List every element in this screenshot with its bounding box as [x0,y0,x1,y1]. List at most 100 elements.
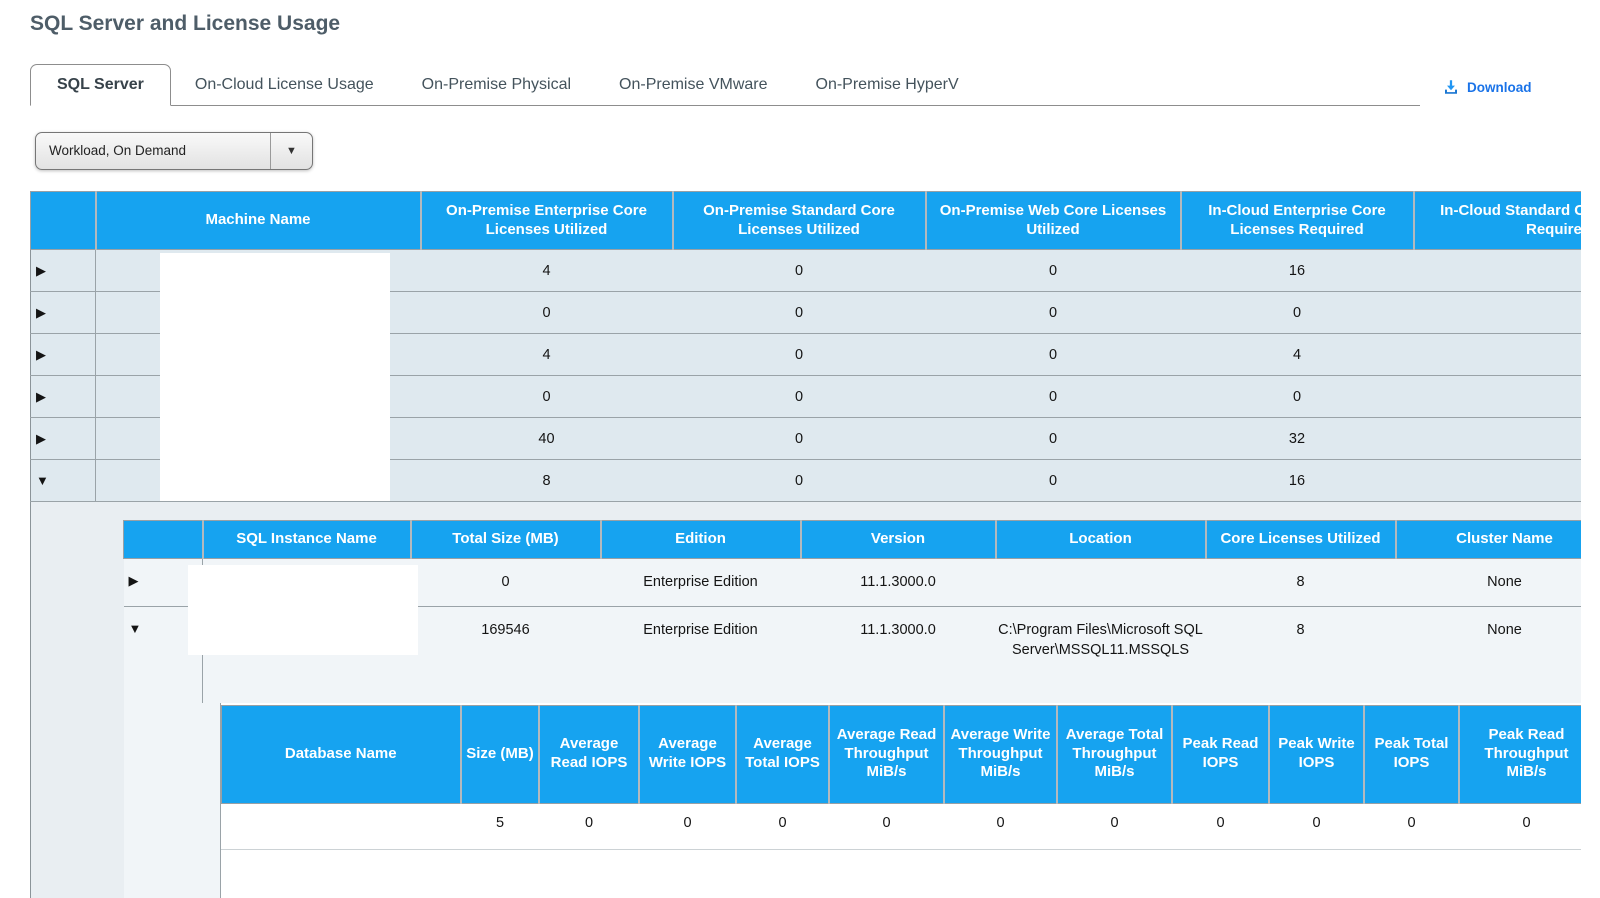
cell-onprem-enterprise: 40 [420,417,673,460]
column-header-peak-write-iops: Peak Write IOPS [1268,704,1365,804]
cell-avg-read-iops: 0 [539,802,639,850]
tab-on-premise-hyperv[interactable]: On-Premise HyperV [815,76,959,93]
cell-cluster-name: None [1395,558,1581,607]
cell-incloud-standard [1413,459,1581,502]
tabs-container: SQL Server On-Cloud License Usage On-Pre… [30,64,1420,106]
cell-onprem-standard: 0 [672,291,926,334]
column-header-peak-read-iops: Peak Read IOPS [1171,704,1270,804]
cell-peak-write-iops: 0 [1269,802,1364,850]
machines-table: Machine Name On-Premise Enterprise Core … [30,191,1581,898]
column-header-edition: Edition [600,520,802,559]
column-header-onprem-web: On-Premise Web Core Licenses Utilized [925,191,1182,250]
cell-version: 11.1.3000.0 [800,606,996,703]
tab-bar: SQL Server On-Cloud License Usage On-Pre… [30,64,1570,106]
expand-row-icon[interactable]: ▶ [30,333,96,376]
cell-incloud-enterprise: 32 [1180,417,1414,460]
cell-incloud-standard [1413,417,1581,460]
cell-onprem-standard: 0 [672,459,926,502]
machine-row: ▶ 4 0 0 16 [30,249,1581,292]
cell-database-name [221,802,461,850]
column-header-cluster-name: Cluster Name [1395,520,1581,559]
chevron-down-icon: ▼ [286,145,297,157]
download-button[interactable]: Download [1442,78,1532,96]
cell-onprem-standard: 0 [672,375,926,418]
machine-row: ▶ 0 0 0 0 [30,291,1581,334]
machine-row: ▶ 40 0 0 32 [30,417,1581,460]
tab-on-premise-vmware[interactable]: On-Premise VMware [619,76,768,93]
cell-peak-read-throughput: 0 [1459,802,1581,850]
column-header-onprem-standard: On-Premise Standard Core Licenses Utiliz… [672,191,927,250]
cell-avg-read-throughput: 0 [829,802,944,850]
cell-onprem-web: 0 [925,249,1181,292]
workload-dropdown-value: Workload, On Demand [49,143,187,158]
download-icon [1442,78,1460,96]
cell-onprem-web: 0 [925,291,1181,334]
cell-core-licenses-utilized: 8 [1205,558,1396,607]
column-header-total-size: Total Size (MB) [410,520,602,559]
redacted-instance-names [188,565,418,655]
sql-instances-table: SQL Instance Name Total Size (MB) Editio… [123,520,1581,898]
column-header-avg-write-throughput: Average Write Throughput MiB/s [943,704,1058,804]
cell-version: 11.1.3000.0 [800,558,996,607]
expand-column-header [30,191,97,250]
dropdown-arrow-button[interactable]: ▼ [270,133,312,169]
tab-on-premise-physical[interactable]: On-Premise Physical [421,76,572,93]
cell-total-size: 169546 [410,606,601,703]
expand-row-icon[interactable]: ▶ [30,417,96,460]
cell-avg-total-iops: 0 [736,802,829,850]
expanded-instance-detail: Database Name Size (MB) Average Read IOP… [123,702,1581,898]
column-header-avg-read-throughput: Average Read Throughput MiB/s [828,704,945,804]
collapse-row-icon[interactable]: ▼ [30,459,96,502]
expand-column-header [123,520,204,559]
indent-strip [123,702,221,898]
column-header-peak-read-throughput: Peak Read Throughput MiB/s [1458,704,1581,804]
column-header-core-licenses-utilized: Core Licenses Utilized [1205,520,1397,559]
cell-onprem-standard: 0 [672,249,926,292]
cell-onprem-standard: 0 [672,333,926,376]
tab-on-cloud-license-usage[interactable]: On-Cloud License Usage [194,76,374,93]
cell-avg-write-iops: 0 [639,802,736,850]
cell-incloud-enterprise: 16 [1180,459,1414,502]
column-header-size: Size (MB) [460,704,540,804]
machine-row: ▶ 0 0 0 0 [30,375,1581,418]
column-header-sql-instance-name: SQL Instance Name [202,520,412,559]
cell-incloud-standard [1413,375,1581,418]
workload-dropdown[interactable]: Workload, On Demand ▼ [35,132,313,170]
cell-cluster-name: None [1395,606,1581,703]
cell-onprem-enterprise: 8 [420,459,673,502]
expanded-machine-detail: SQL Instance Name Total Size (MB) Editio… [30,501,1581,898]
cell-onprem-enterprise: 0 [420,375,673,418]
cell-onprem-web: 0 [925,375,1181,418]
cell-size: 5 [461,802,539,850]
column-header-location: Location [995,520,1207,559]
machines-header-row: Machine Name On-Premise Enterprise Core … [30,191,1581,250]
cell-core-licenses-utilized: 8 [1205,606,1396,703]
cell-incloud-standard [1413,291,1581,334]
databases-table: Database Name Size (MB) Average Read IOP… [220,704,1581,850]
database-row: 5 0 0 0 0 0 0 [221,802,1581,850]
cell-incloud-enterprise: 0 [1180,291,1414,334]
report-area: Machine Name On-Premise Enterprise Core … [30,191,1581,898]
cell-location: C:\Program Files\Microsoft SQL Server\MS… [995,606,1206,703]
instances-header-row: SQL Instance Name Total Size (MB) Editio… [123,520,1581,559]
column-header-avg-write-iops: Average Write IOPS [638,704,737,804]
expand-row-icon[interactable]: ▶ [30,375,96,418]
cell-location [995,558,1206,607]
expand-row-icon[interactable]: ▶ [30,249,96,292]
tab-sql-server[interactable]: SQL Server [30,64,171,106]
cell-edition: Enterprise Edition [600,606,801,703]
cell-incloud-standard [1413,333,1581,376]
expand-row-icon[interactable]: ▶ [30,291,96,334]
page-title: SQL Server and License Usage [30,12,341,35]
cell-avg-total-throughput: 0 [1057,802,1172,850]
cell-incloud-enterprise: 4 [1180,333,1414,376]
column-header-database-name: Database Name [220,704,462,804]
cell-avg-write-throughput: 0 [944,802,1057,850]
cell-incloud-enterprise: 16 [1180,249,1414,292]
column-header-onprem-enterprise: On-Premise Enterprise Core Licenses Util… [420,191,674,250]
cell-onprem-web: 0 [925,459,1181,502]
cell-onprem-web: 0 [925,417,1181,460]
cell-onprem-web: 0 [925,333,1181,376]
column-header-version: Version [800,520,997,559]
column-header-avg-total-throughput: Average Total Throughput MiB/s [1056,704,1173,804]
